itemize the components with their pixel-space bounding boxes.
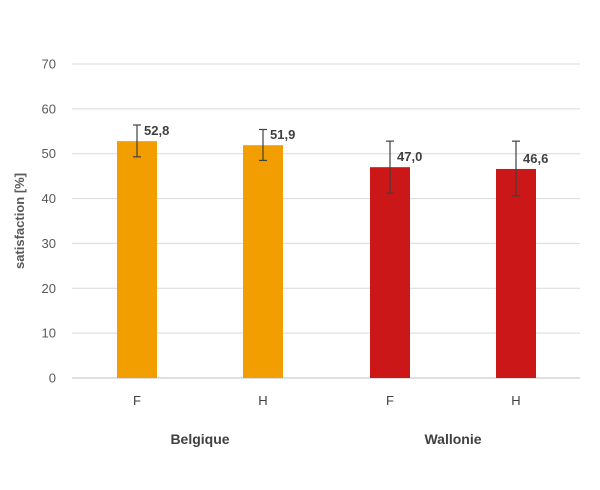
y-tick-label: 60 <box>42 101 56 116</box>
x-tick-label: F <box>133 393 141 408</box>
x-tick-label: F <box>386 393 394 408</box>
group-label: Wallonie <box>424 431 481 447</box>
y-tick-label: 30 <box>42 236 56 251</box>
y-tick-label: 10 <box>42 326 56 341</box>
group-label: Belgique <box>170 431 229 447</box>
y-tick-label: 40 <box>42 191 56 206</box>
bar <box>496 168 536 378</box>
x-tick-label: H <box>511 393 520 408</box>
bar <box>243 145 283 378</box>
data-label: 52,8 <box>144 123 169 138</box>
y-tick-label: 20 <box>42 281 56 296</box>
y-tick-label: 50 <box>42 146 56 161</box>
data-label: 51,9 <box>270 127 295 142</box>
bar <box>370 167 410 378</box>
data-label: 46,6 <box>523 151 548 166</box>
bar <box>117 141 157 378</box>
x-tick-label: H <box>258 393 267 408</box>
data-label: 47,0 <box>397 149 422 164</box>
y-axis-title: satisfaction [%] <box>12 173 27 269</box>
y-tick-label: 0 <box>49 371 56 386</box>
y-tick-label: 70 <box>42 57 56 72</box>
